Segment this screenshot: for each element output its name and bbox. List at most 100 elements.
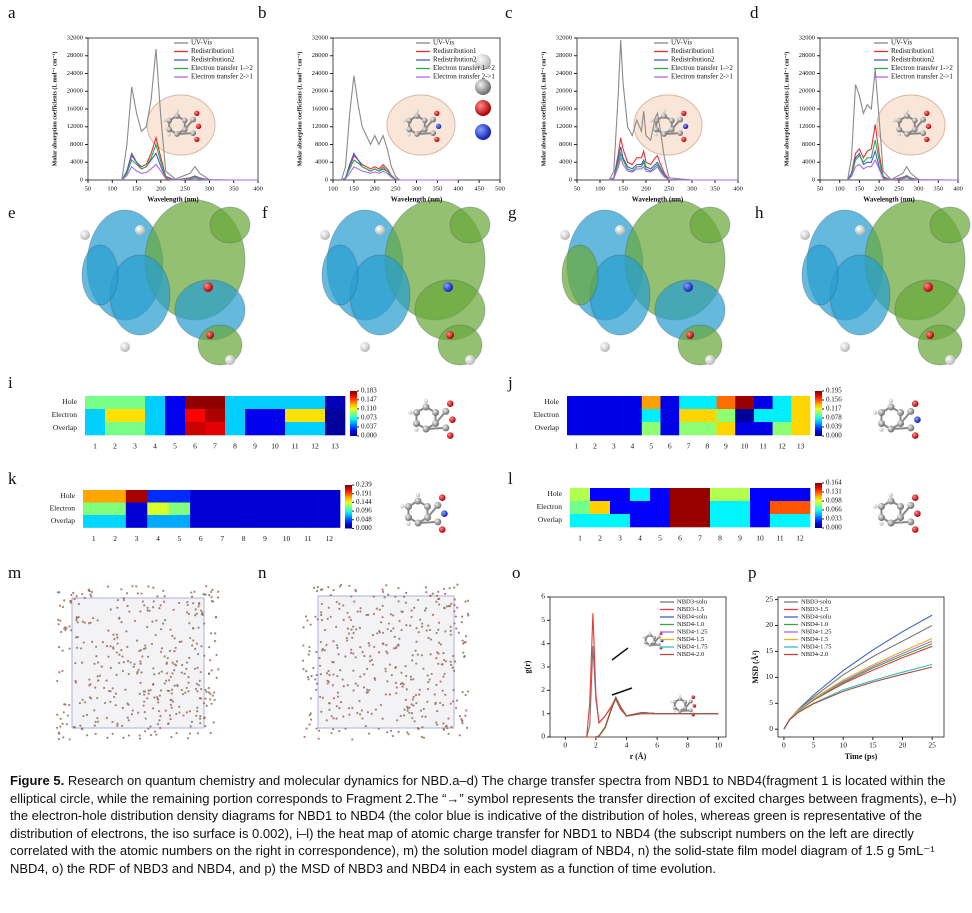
atom	[914, 510, 921, 517]
molecule-dot	[159, 604, 162, 607]
y-tick-label: 32000	[67, 34, 83, 41]
molecule-dot	[460, 719, 464, 722]
heat-cell	[104, 502, 127, 516]
atom	[678, 697, 682, 701]
molecule-dot	[403, 595, 406, 598]
molecule-dot	[96, 716, 99, 720]
x-tick-label: 200	[641, 185, 651, 192]
column-label: 12	[311, 442, 319, 451]
legend-label: Redistribution2	[433, 56, 477, 64]
colorbar	[350, 391, 357, 436]
molecule-dot	[436, 651, 439, 654]
molecule-dot	[433, 693, 436, 696]
molecule-dot	[306, 619, 309, 622]
molecule-dot	[195, 642, 199, 645]
molecule-dot	[321, 647, 324, 651]
heat-cell	[641, 409, 661, 423]
molecule-dot	[155, 619, 158, 622]
heat-cell	[772, 409, 792, 423]
molecule-dot	[373, 677, 376, 680]
molecule-dot	[398, 619, 401, 623]
molecule-dot	[462, 651, 465, 654]
heat-cell	[630, 514, 651, 528]
heat-cell	[265, 422, 286, 436]
molecule-dot	[437, 641, 441, 644]
atom	[926, 331, 934, 339]
molecule-dot	[199, 609, 203, 612]
molecule-dot	[441, 704, 445, 707]
molecule-dot	[435, 683, 438, 687]
y-tick-label: 12000	[556, 123, 572, 130]
molecule-dot	[329, 593, 332, 597]
x-tick-label: 4	[625, 741, 629, 750]
molecule-dot	[412, 695, 415, 699]
heat-cell	[225, 396, 246, 410]
atom	[855, 225, 865, 235]
molecule-dot	[392, 627, 395, 630]
atom	[475, 124, 491, 140]
heat-cell	[791, 422, 811, 436]
column-label: 10	[283, 534, 291, 543]
x-tick-label: 8	[686, 741, 690, 750]
atom	[475, 54, 491, 70]
molecule-dot	[410, 615, 413, 619]
molecule-dot	[62, 711, 65, 714]
molecule-dot	[197, 684, 200, 687]
molecule-dot	[187, 690, 190, 693]
heat-cell	[232, 502, 255, 516]
heat-cell	[85, 409, 106, 423]
molecule-dot	[406, 707, 409, 710]
molecule-dot	[96, 619, 99, 622]
legend-label: Redistribution2	[671, 56, 715, 64]
column-label: 4	[638, 534, 642, 543]
molecule-dot	[398, 637, 401, 640]
heat-cell	[245, 422, 266, 436]
molecule-dot	[354, 588, 357, 591]
column-label: 11	[760, 442, 767, 451]
molecule-dot	[192, 602, 195, 605]
molecule-dot	[458, 734, 461, 737]
molecule-dot	[147, 689, 150, 692]
atom	[648, 643, 652, 647]
x-tick-label: 200	[370, 185, 380, 192]
molecule-dot	[113, 695, 116, 699]
molecule-dot	[304, 615, 308, 618]
molecule-dot	[114, 704, 117, 707]
y-tick-label: 8000	[315, 141, 328, 148]
atom	[421, 117, 428, 124]
atom	[672, 706, 677, 710]
molecule-dot	[199, 670, 202, 674]
molecule-dot	[90, 590, 94, 594]
x-axis-label: r (Å)	[630, 752, 647, 761]
molecule-dot	[399, 682, 402, 685]
heat-cell	[125, 502, 148, 516]
molecule-dot	[418, 688, 421, 691]
legend-label: NBD3-solu	[677, 598, 708, 605]
legend-label: NBD3-1.5	[677, 606, 704, 613]
heat-cell	[285, 396, 306, 410]
heat-cell	[205, 396, 226, 410]
molecule-dot	[435, 594, 439, 597]
heat-cell	[105, 409, 126, 423]
molecule-dot	[141, 600, 144, 603]
molecule-dot	[411, 717, 414, 720]
x-tick-label: 250	[664, 185, 674, 192]
x-tick-label: 100	[107, 185, 117, 192]
molecule-dot	[404, 698, 407, 701]
heat-cell	[641, 396, 661, 410]
molecule-dot	[143, 693, 146, 696]
x-tick-label: 450	[474, 185, 484, 192]
atom	[404, 502, 412, 511]
atom	[167, 132, 172, 137]
molecule-dot	[426, 674, 429, 677]
y-tick-label: 3	[541, 662, 545, 671]
heat-cell	[660, 409, 680, 423]
molecule-dot	[419, 618, 422, 621]
molecule-dot	[308, 645, 311, 649]
molecule-dot	[169, 717, 172, 721]
molecule-dot	[323, 628, 327, 632]
y-tick-label: 20000	[556, 88, 572, 95]
fragment-ellipse	[876, 94, 946, 156]
heat-cell	[325, 422, 346, 436]
heat-cell	[567, 396, 586, 410]
